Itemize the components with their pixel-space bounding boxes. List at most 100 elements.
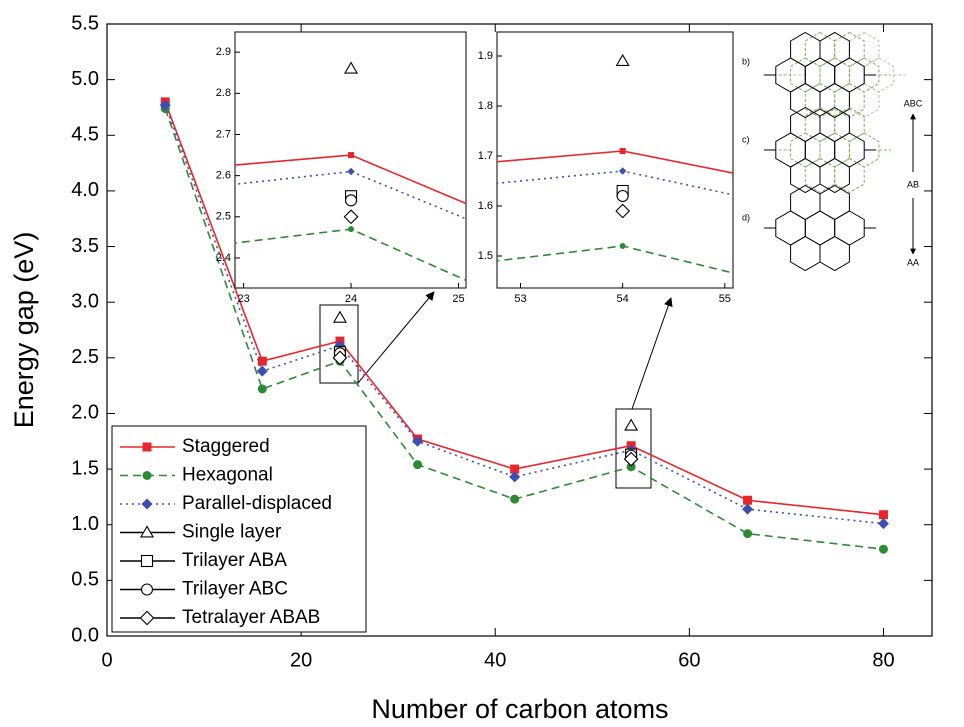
marker <box>344 194 358 207</box>
y-tick-label: 5.5 <box>71 12 99 34</box>
marker <box>877 518 889 530</box>
y-tick-label: 1.5 <box>71 457 99 479</box>
marker <box>743 495 753 505</box>
x-tick-label: 55 <box>719 293 731 305</box>
hexagon <box>790 82 821 119</box>
x-axis-title: Number of carbon atoms <box>371 694 668 724</box>
y-tick-label: 2.4 <box>216 252 231 264</box>
marker <box>619 148 626 154</box>
panel-label: b) <box>742 56 750 66</box>
y-tick-label: 3.5 <box>71 235 99 257</box>
y-tick-label: 1.9 <box>478 50 493 62</box>
legend-label: Staggered <box>182 436 270 457</box>
callout-arrow <box>357 291 435 384</box>
legend-label: Single layer <box>182 522 282 543</box>
hexagon <box>819 235 850 272</box>
marker <box>141 498 153 510</box>
marker <box>618 167 627 175</box>
marker <box>257 384 267 394</box>
marker <box>139 610 155 626</box>
series-line <box>164 108 884 551</box>
x-tick-label: 23 <box>237 293 249 305</box>
y-tick-label: 1.5 <box>478 250 493 262</box>
hexagon <box>804 210 836 246</box>
hexagon <box>804 106 836 143</box>
x-tick-label: 24 <box>345 293 357 305</box>
x-tick-label: 60 <box>678 649 700 671</box>
y-tick-label: 4.5 <box>71 124 99 146</box>
marker <box>348 226 355 233</box>
legend-label: Hexagonal <box>182 465 273 486</box>
marker <box>743 529 753 539</box>
marker <box>509 471 521 483</box>
marker <box>742 503 754 515</box>
marker <box>343 209 359 225</box>
stacking-label: ABC <box>904 98 923 108</box>
y-tick-label: 5.0 <box>71 68 99 90</box>
marker <box>159 99 171 111</box>
hexagon <box>790 184 821 221</box>
x-tick-label: 40 <box>484 649 506 671</box>
hexagon <box>819 184 850 221</box>
marker <box>412 435 424 447</box>
y-tick-label: 4.0 <box>71 179 99 201</box>
panel-label: c) <box>742 134 750 144</box>
marker <box>139 525 155 538</box>
marker <box>142 471 152 480</box>
marker <box>256 365 268 377</box>
marker <box>878 510 888 520</box>
marker <box>347 167 355 176</box>
marker <box>344 61 359 74</box>
hexagon <box>834 210 865 246</box>
x-tick-label: 20 <box>290 649 312 671</box>
y-axis-title: Energy gap (eV) <box>9 232 39 429</box>
marker <box>332 310 347 323</box>
legend-label: Trilayer ABC <box>182 579 288 600</box>
plot-area <box>159 97 889 554</box>
legend-label: Parallel-displaced <box>182 493 332 514</box>
stacking-label: AA <box>907 257 919 267</box>
marker <box>348 152 355 159</box>
marker <box>623 451 639 467</box>
hexagon <box>790 235 821 272</box>
y-tick-label: 1.8 <box>478 100 493 112</box>
y-tick-label: 1.6 <box>478 200 493 212</box>
marker <box>257 356 267 366</box>
inset-frame <box>496 31 734 289</box>
inset-frame <box>234 31 467 289</box>
panel-label: d) <box>742 212 750 222</box>
marker <box>624 418 639 431</box>
series-line <box>164 101 884 516</box>
y-tick-label: 2.6 <box>216 170 231 182</box>
legend-label: Trilayer ABA <box>182 550 287 571</box>
hexagon <box>775 210 806 246</box>
y-tick-label: 2.9 <box>216 46 231 58</box>
y-tick-label: 1.0 <box>71 513 99 535</box>
marker <box>332 350 348 366</box>
y-tick-label: 2.0 <box>71 402 99 424</box>
marker <box>510 494 520 504</box>
x-tick-label: 80 <box>872 649 894 671</box>
hexagon <box>804 157 836 194</box>
hexagon <box>790 157 821 194</box>
y-tick-label: 1.7 <box>478 150 493 162</box>
x-tick-label: 53 <box>514 293 526 305</box>
hexagon <box>790 106 821 143</box>
marker <box>413 460 423 470</box>
y-tick-label: 0.5 <box>71 569 99 591</box>
marker <box>619 243 626 249</box>
series-line <box>497 150 733 174</box>
callout-arrow <box>631 297 673 410</box>
marker <box>615 203 631 219</box>
y-tick-label: 2.8 <box>216 87 231 99</box>
legend-label: Tetralayer ABAB <box>182 607 320 628</box>
marker <box>142 442 152 452</box>
x-tick-label: 54 <box>617 293 629 305</box>
legend-box <box>111 425 367 633</box>
y-tick-label: 2.5 <box>216 211 231 223</box>
callout-box <box>319 304 359 384</box>
hexagon <box>790 31 821 68</box>
hexagon <box>804 31 836 68</box>
y-tick-label: 2.7 <box>216 128 231 140</box>
